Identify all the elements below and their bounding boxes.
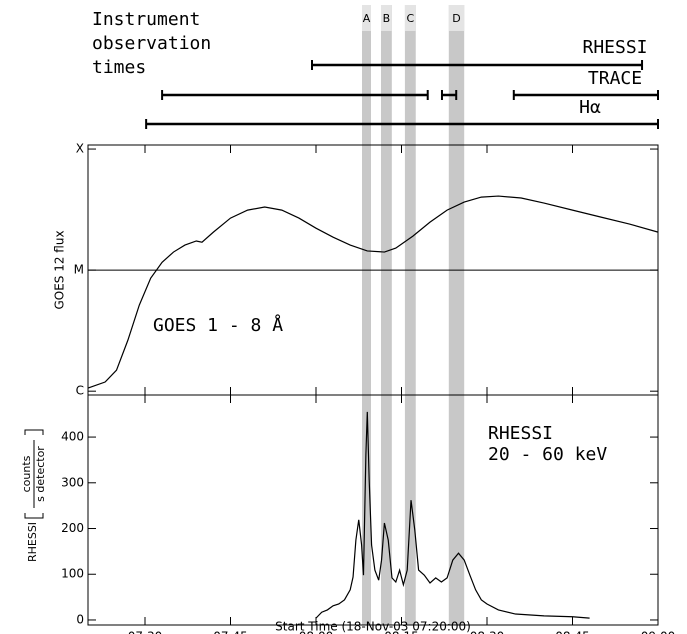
bracket: [24, 429, 44, 519]
y-tick-label: 400: [61, 430, 84, 444]
data-line: [315, 411, 590, 619]
annotation: 20 - 60 keV: [488, 444, 607, 465]
instrument-label: RHESSI: [582, 37, 647, 58]
y-tick-label: 100: [61, 567, 84, 581]
annotation: RHESSI: [488, 423, 553, 444]
plot-frame: [87, 394, 659, 626]
annotation: GOES 1 - 8 Å: [153, 314, 283, 336]
band-label-box: [404, 5, 416, 31]
y-tick-label: C: [76, 384, 84, 398]
x-tick-label: 07:45: [213, 630, 248, 634]
interval-band: [404, 5, 416, 625]
x-axis-label: Start Time (18-Nov-03 07:20:00): [275, 620, 471, 634]
y-axis-label-group: RHESSI counts s detector: [20, 429, 47, 562]
x-tick-label: 08:30: [470, 630, 505, 634]
title-line: times: [92, 57, 146, 78]
data-line: [87, 195, 659, 389]
x-tick-label: 09:00: [641, 630, 676, 634]
x-tick-label: 08:15: [384, 630, 419, 634]
plot-layer: RHESSI TRACE Hα X M C 0 100 200 300 400 07:30 07:45 0…: [61, 37, 675, 634]
x-tick-label: 08:45: [555, 630, 590, 634]
band-label: B: [383, 12, 391, 25]
band-label-box: [380, 5, 392, 31]
y-axis-label: RHESSI: [26, 522, 39, 562]
y-tick-label: 200: [61, 521, 84, 535]
interval-band: [361, 5, 372, 625]
interval-band: [448, 5, 465, 625]
interval-band: [380, 5, 392, 625]
y-tick-label: X: [76, 142, 84, 156]
band-label: D: [452, 12, 460, 25]
instrument-label: TRACE: [588, 68, 642, 89]
x-tick-label: 08:00: [299, 630, 334, 634]
x-tick-label: 07:30: [128, 630, 163, 634]
title-line: observation: [92, 33, 211, 54]
instrument-label: Hα: [579, 97, 601, 118]
band-label-box: [448, 5, 465, 31]
y-axis-label: counts: [20, 455, 33, 492]
y-tick-label: M: [74, 263, 84, 277]
band-label: A: [363, 12, 371, 25]
y-axis-label: s detector: [34, 446, 47, 502]
band-label-box: [361, 5, 372, 31]
y-tick-label: 0: [76, 612, 84, 626]
y-axis-label: GOES 12 flux: [53, 230, 67, 309]
title-line: Instrument: [92, 9, 200, 30]
y-tick-label: 300: [61, 475, 84, 489]
band-label: C: [406, 12, 414, 25]
